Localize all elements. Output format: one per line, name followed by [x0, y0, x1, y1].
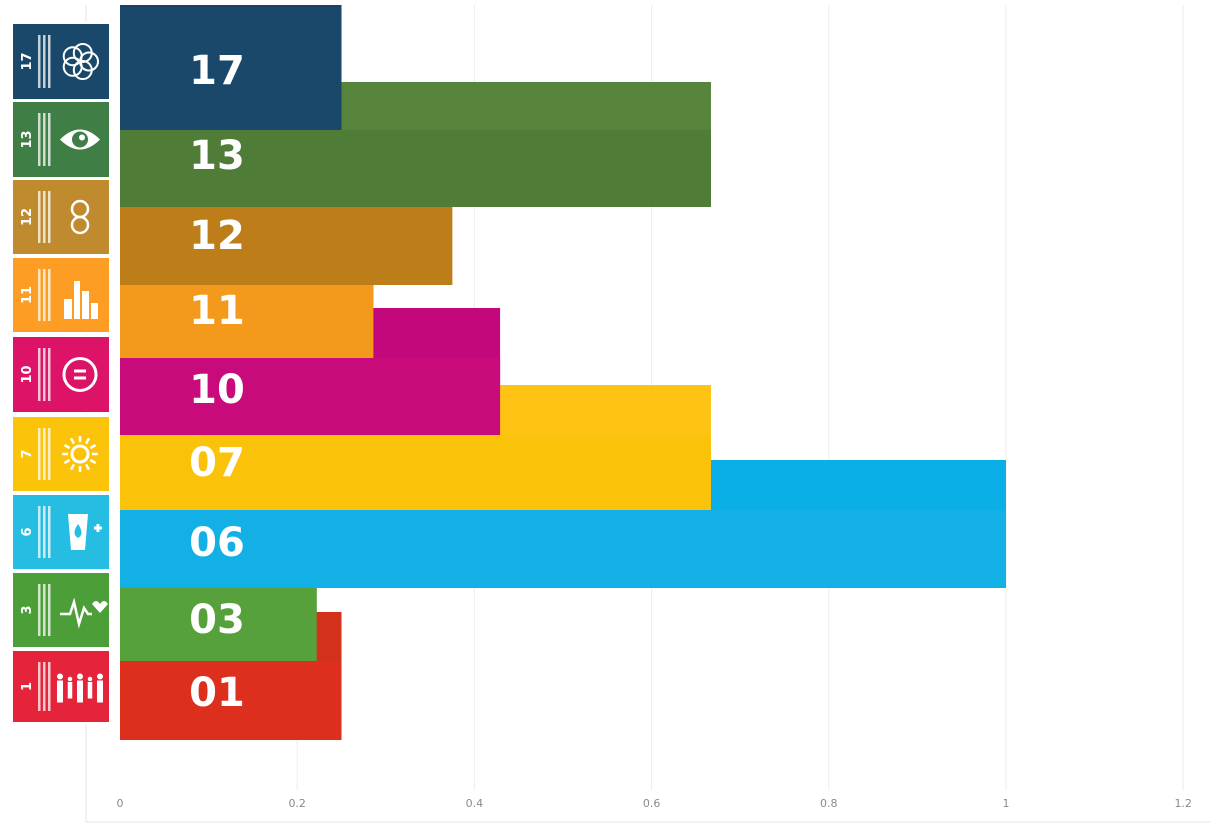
- sdg-tile-6: 6: [11, 493, 111, 571]
- bar-01: [120, 661, 342, 740]
- x-tick-label: 0.2: [288, 797, 306, 810]
- bar-12: [120, 207, 453, 285]
- sdg-tile-10: 10: [11, 335, 111, 414]
- sdg-tile-number: 11: [20, 286, 35, 304]
- x-tick-label: 0.8: [820, 797, 838, 810]
- bar-07: [120, 435, 711, 510]
- sdg-tile-number: 13: [20, 130, 35, 148]
- x-axis: 0 0.2 0.4 0.6 0.8 1 1.2: [85, 5, 1210, 823]
- sun-energy-icon: [62, 436, 98, 472]
- sdg-tile-caption: [38, 428, 41, 480]
- bar-label-17: 17: [189, 48, 245, 94]
- sdg-tile-number: 10: [20, 365, 35, 383]
- sdg-tile-caption: [48, 113, 51, 166]
- bar-labels: 17 13 12 11 10 07 06 03 01: [189, 48, 245, 716]
- sdg-tile-bg: [12, 23, 110, 100]
- eye-globe-icon: [60, 129, 100, 150]
- sdg-tile-caption: [38, 191, 41, 243]
- bar-label-12: 12: [189, 213, 245, 259]
- sdg-tile-number: 3: [20, 605, 35, 614]
- bar-label-07: 07: [189, 440, 245, 486]
- bar-06: [120, 510, 1006, 588]
- x-tick-label: 1: [1003, 797, 1010, 810]
- sdg-tile-caption: [43, 269, 46, 321]
- bar-10: [120, 358, 501, 435]
- sdg-tile-1: 1: [11, 649, 111, 724]
- sdg-tile-caption: [48, 191, 51, 243]
- sdg-tile-caption: [38, 35, 41, 88]
- sdg-tile-13: 13: [11, 100, 111, 179]
- sdg-icon-column: 17 13 12 11 10 7 6 3 1: [11, 22, 111, 724]
- sdg-tile-number: 1: [20, 682, 35, 691]
- sdg-tile-caption: [48, 35, 51, 88]
- sdg-tile-caption: [38, 584, 41, 636]
- sdg-tile-caption: [48, 506, 51, 558]
- water-drop-glass-icon: [68, 514, 102, 550]
- sdg-tile-border: [11, 493, 111, 571]
- city-buildings-icon: [64, 281, 98, 319]
- sdg-tile-caption: [48, 428, 51, 480]
- sdg-tile-caption: [38, 113, 41, 166]
- bar-label-03: 03: [189, 597, 245, 643]
- sdg-tile-caption: [48, 269, 51, 321]
- heartbeat-icon: [60, 597, 108, 629]
- sdg-tile-caption: [48, 662, 51, 711]
- sdg-tile-border: [11, 178, 111, 256]
- sdg-tile-border: [11, 571, 111, 649]
- sdg-tile-caption: [43, 584, 46, 636]
- bar-label-13: 13: [189, 133, 245, 179]
- sdg-tile-caption: [38, 269, 41, 321]
- sdg-tile-bg: [12, 336, 110, 413]
- sdg-tile-caption: [43, 662, 46, 711]
- sdg-tile-caption: [43, 113, 46, 166]
- x-tick-label: 0.4: [466, 797, 484, 810]
- bar-label-06: 06: [189, 520, 245, 566]
- sdg-tile-border: [11, 415, 111, 493]
- bar-label-11: 11: [189, 288, 245, 334]
- sdg-tile-border: [11, 649, 111, 724]
- sdg-tile-caption: [48, 348, 51, 401]
- sdg-tile-number: 6: [20, 527, 35, 536]
- partnership-flower-icon: [62, 42, 99, 81]
- bar-03: [120, 588, 317, 661]
- sdg-tile-7: 7: [11, 415, 111, 493]
- sdg-tile-caption: [43, 506, 46, 558]
- bar-label-10: 10: [189, 367, 245, 413]
- x-tick-label: 1.2: [1174, 797, 1192, 810]
- sdg-tile-caption: [38, 662, 41, 711]
- sdg-tile-number: 12: [20, 208, 35, 226]
- family-people-icon: [57, 673, 103, 703]
- sdg-tile-bg: [12, 179, 110, 255]
- sdg-tile-caption: [48, 584, 51, 636]
- equality-circle-icon: [62, 357, 98, 392]
- x-tick-label: 0.6: [643, 797, 661, 810]
- sdg-tile-bg: [12, 572, 110, 648]
- sdg-tile-caption: [43, 35, 46, 88]
- bar-17: [120, 7, 342, 130]
- bar-11: [120, 285, 374, 358]
- sdg-tile-caption: [43, 428, 46, 480]
- sdg-tile-12: 12: [11, 178, 111, 256]
- sdg-tile-border: [11, 256, 111, 334]
- sdg-tile-caption: [43, 191, 46, 243]
- sdg-tile-3: 3: [11, 571, 111, 649]
- sdg-tile-number: 7: [20, 449, 35, 458]
- sdg-tile-17: 17: [11, 22, 111, 101]
- x-tick-label: 0: [117, 797, 124, 810]
- sdg-tile-11: 11: [11, 256, 111, 334]
- sdg-tile-bg: [12, 494, 110, 570]
- sdg-tile-number: 17: [20, 52, 35, 70]
- bar-label-01: 01: [189, 670, 245, 716]
- sdg-tile-caption: [38, 348, 41, 401]
- infinity-loop-icon: [70, 199, 90, 235]
- sdg-tile-border: [11, 335, 111, 414]
- bar-13: [120, 130, 711, 207]
- sdg-tile-bg: [12, 257, 110, 333]
- sdg-tile-caption: [43, 348, 46, 401]
- bars: [120, 5, 1006, 740]
- sdg-tile-caption: [38, 506, 41, 558]
